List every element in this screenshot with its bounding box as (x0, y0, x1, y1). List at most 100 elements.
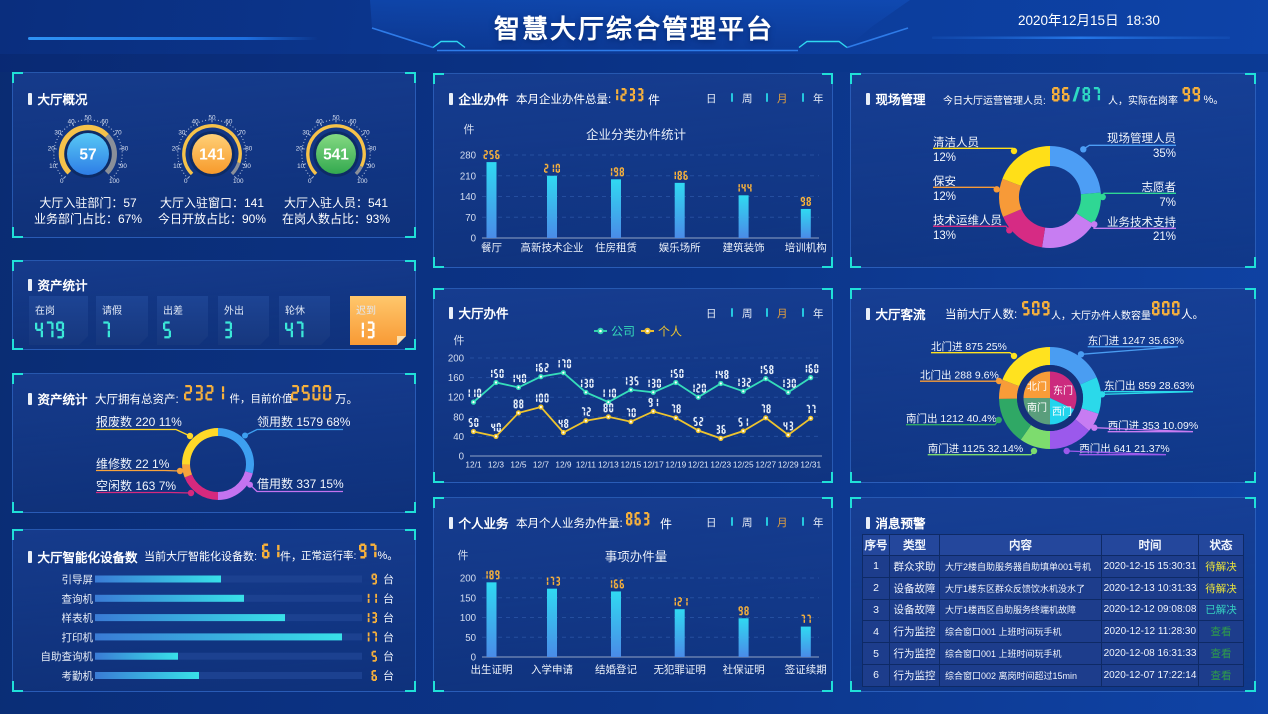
svg-text:541: 541 (323, 147, 349, 164)
svg-text:70: 70 (363, 130, 371, 137)
svg-text:40: 40 (453, 432, 464, 443)
svg-text:12/29: 12/29 (778, 460, 799, 470)
svg-text:件: 件 (464, 123, 475, 136)
svg-text:12/5: 12/5 (510, 460, 527, 470)
svg-text:140: 140 (460, 192, 477, 203)
svg-text:141: 141 (199, 147, 225, 164)
svg-text:台: 台 (383, 572, 394, 586)
svg-text:入学申请: 入学申请 (531, 663, 573, 676)
svg-text:160: 160 (448, 373, 465, 384)
svg-text:业务技术支持: 业务技术支持 (1107, 215, 1176, 229)
svg-text:0: 0 (471, 234, 477, 245)
svg-text:12/3: 12/3 (488, 460, 505, 470)
svg-text:培训机构: 培训机构 (785, 241, 827, 254)
svg-text:35%: 35% (1153, 148, 1176, 160)
svg-text:60: 60 (101, 118, 109, 125)
svg-text:70: 70 (239, 130, 247, 137)
svg-text:西门: 西门 (1052, 405, 1072, 418)
svg-text:50: 50 (208, 114, 216, 121)
svg-text:考勤机: 考勤机 (62, 670, 94, 683)
svg-text:住房租赁: 住房租赁 (595, 241, 637, 254)
svg-text:80: 80 (245, 146, 253, 153)
svg-text:东门进 1247 35.63%: 东门进 1247 35.63% (1088, 334, 1184, 347)
svg-text:12/17: 12/17 (643, 460, 664, 470)
svg-text:12%: 12% (933, 191, 956, 203)
svg-text:100: 100 (357, 178, 368, 185)
svg-text:高新技术企业: 高新技术企业 (521, 241, 584, 254)
svg-text:出生证明: 出生证明 (471, 663, 513, 676)
svg-text:出差: 出差 (163, 304, 183, 317)
svg-text:21%: 21% (1153, 231, 1176, 243)
svg-text:50: 50 (465, 633, 476, 644)
svg-text:50: 50 (332, 114, 340, 121)
svg-text:10: 10 (173, 163, 181, 170)
svg-text:台: 台 (383, 591, 394, 605)
svg-text:0: 0 (471, 653, 477, 664)
svg-text:60: 60 (225, 118, 233, 125)
svg-text:40: 40 (192, 118, 200, 125)
svg-text:30: 30 (178, 130, 186, 137)
svg-text:台: 台 (383, 630, 394, 644)
svg-text:娱乐场所: 娱乐场所 (659, 241, 701, 254)
svg-text:打印机: 打印机 (62, 631, 94, 644)
svg-text:清洁人员: 清洁人员 (933, 136, 979, 149)
svg-text:10: 10 (297, 163, 305, 170)
svg-text:70: 70 (465, 213, 476, 224)
svg-text:90: 90 (120, 163, 128, 170)
svg-text:80: 80 (121, 146, 129, 153)
svg-text:北门出 288 9.6%: 北门出 288 9.6% (920, 369, 999, 382)
svg-text:60: 60 (349, 118, 357, 125)
svg-text:12/21: 12/21 (688, 460, 709, 470)
svg-text:台: 台 (383, 649, 394, 663)
svg-text:30: 30 (54, 130, 62, 137)
svg-text:南门进 1125 32.14%: 南门进 1125 32.14% (928, 442, 1024, 455)
svg-text:30: 30 (302, 130, 310, 137)
svg-text:签证续期: 签证续期 (785, 663, 827, 676)
svg-text:150: 150 (460, 593, 477, 604)
svg-text:结婚登记: 结婚登记 (595, 663, 637, 676)
svg-text:90: 90 (368, 163, 376, 170)
svg-text:公司: 公司 (611, 325, 635, 339)
svg-text:0: 0 (459, 452, 465, 463)
svg-text:领用数 1579 68%: 领用数 1579 68% (257, 414, 351, 429)
svg-text:在岗: 在岗 (35, 305, 55, 317)
svg-text:12/7: 12/7 (533, 460, 550, 470)
svg-text:12/27: 12/27 (755, 460, 776, 470)
svg-text:餐厅: 餐厅 (481, 241, 502, 254)
svg-text:维修数 22 1%: 维修数 22 1% (96, 456, 170, 471)
svg-text:个人: 个人 (658, 325, 682, 339)
svg-text:10: 10 (49, 163, 57, 170)
svg-text:无犯罪证明: 无犯罪证明 (653, 664, 706, 676)
svg-text:57: 57 (79, 147, 96, 164)
svg-text:报废数 220 11%: 报废数 220 11% (96, 414, 182, 429)
svg-text:70: 70 (115, 130, 123, 137)
svg-text:件: 件 (458, 549, 469, 562)
svg-text:20: 20 (296, 146, 304, 153)
svg-text:13%: 13% (933, 230, 956, 242)
svg-text:台: 台 (383, 611, 394, 625)
svg-text:0: 0 (308, 178, 312, 185)
svg-text:外出: 外出 (224, 304, 244, 317)
svg-text:空闲数 163 7%: 空闲数 163 7% (96, 478, 176, 493)
svg-text:自助查询机: 自助查询机 (41, 650, 94, 663)
svg-text:现场管理人员: 现场管理人员 (1107, 131, 1176, 145)
svg-text:200: 200 (460, 574, 477, 585)
svg-text:12/13: 12/13 (598, 460, 619, 470)
svg-text:志愿者: 志愿者 (1142, 181, 1177, 194)
svg-text:建筑装饰: 建筑装饰 (723, 241, 765, 254)
svg-text:12/11: 12/11 (576, 460, 597, 470)
svg-text:12/31: 12/31 (800, 460, 821, 470)
svg-text:20: 20 (48, 146, 56, 153)
svg-text:迟到: 迟到 (356, 304, 376, 317)
svg-text:借用数 337 15%: 借用数 337 15% (257, 476, 344, 491)
svg-text:台: 台 (383, 669, 394, 683)
svg-text:请假: 请假 (102, 304, 122, 317)
svg-text:120: 120 (448, 393, 465, 404)
svg-text:12/23: 12/23 (710, 460, 731, 470)
svg-text:东门出 859 28.63%: 东门出 859 28.63% (1104, 379, 1194, 392)
svg-text:12/1: 12/1 (465, 460, 482, 470)
svg-text:南门出 1212 40.4%: 南门出 1212 40.4% (906, 412, 996, 425)
svg-text:80: 80 (369, 146, 377, 153)
svg-text:查询机: 查询机 (62, 592, 94, 605)
svg-text:保安: 保安 (933, 174, 956, 188)
